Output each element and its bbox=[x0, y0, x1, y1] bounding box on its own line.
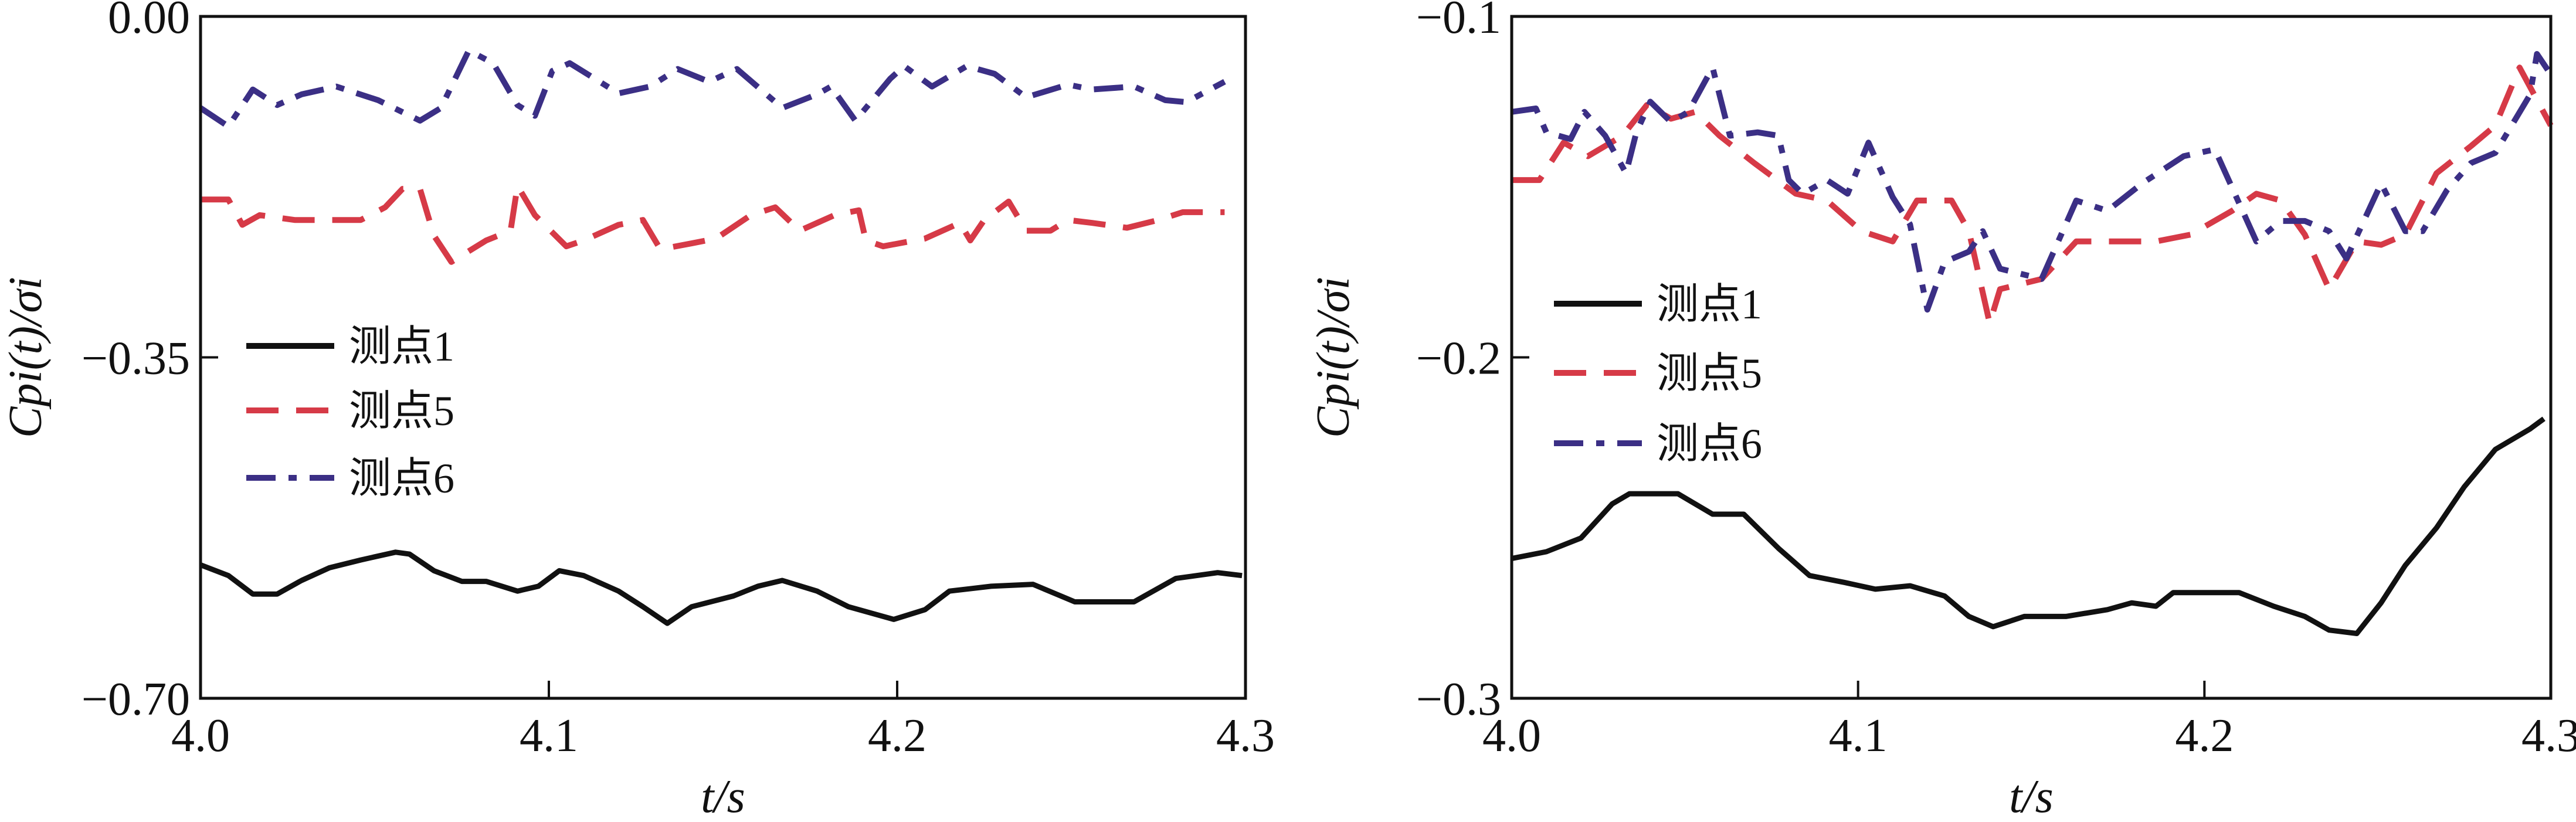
series-line-2 bbox=[201, 183, 1225, 265]
legend-label-3: 测点6 bbox=[349, 455, 454, 502]
legend: 测点1 测点5 测点6 bbox=[246, 323, 454, 502]
y-tick-label: −0.3 bbox=[1416, 674, 1501, 725]
legend-label-2: 测点5 bbox=[1657, 350, 1762, 397]
y-tick-label: −0.1 bbox=[1416, 0, 1501, 43]
y-tick-label: 0.00 bbox=[108, 0, 190, 43]
legend: 测点1 测点5 测点6 bbox=[1554, 281, 1762, 467]
x-tick-label: 4.0 bbox=[1482, 710, 1541, 762]
x-tick-label: 4.0 bbox=[171, 710, 230, 762]
x-axis-label: t/s bbox=[701, 771, 745, 822]
x-tick-label: 4.1 bbox=[520, 710, 578, 762]
x-tick-label: 4.2 bbox=[2175, 710, 2234, 762]
series-line-2 bbox=[1512, 64, 2554, 327]
legend-label-1: 测点1 bbox=[1657, 281, 1762, 328]
y-axis-label: Cpi(t)/σi bbox=[0, 277, 52, 438]
series-line-3 bbox=[199, 47, 1226, 130]
x-tick-label: 4.3 bbox=[2521, 710, 2576, 762]
legend-label-1: 测点1 bbox=[349, 323, 454, 370]
chart-panel-1: 4.0 4.1 4.2 4.3 0.00 −0.35 −0.70 t/s Cpi(t)/σi 测点… bbox=[0, 0, 1275, 822]
x-tick-label: 4.2 bbox=[868, 710, 926, 762]
y-tick-label: −0.2 bbox=[1416, 333, 1501, 385]
x-axis-label: t/s bbox=[2009, 771, 2054, 822]
legend-label-3: 测点6 bbox=[1657, 420, 1762, 467]
y-tick-label: −0.70 bbox=[82, 674, 190, 725]
series-line-3 bbox=[1511, 51, 2554, 313]
y-tick-label: −0.35 bbox=[82, 333, 190, 385]
y-axis-label: Cpi(t)/σi bbox=[1308, 277, 1359, 438]
x-tick-label: 4.3 bbox=[1216, 710, 1275, 762]
legend-label-2: 测点5 bbox=[349, 388, 454, 434]
series-line-1 bbox=[1511, 416, 2546, 636]
x-tick-label: 4.1 bbox=[1829, 710, 1888, 762]
series-line-1 bbox=[199, 549, 1243, 626]
